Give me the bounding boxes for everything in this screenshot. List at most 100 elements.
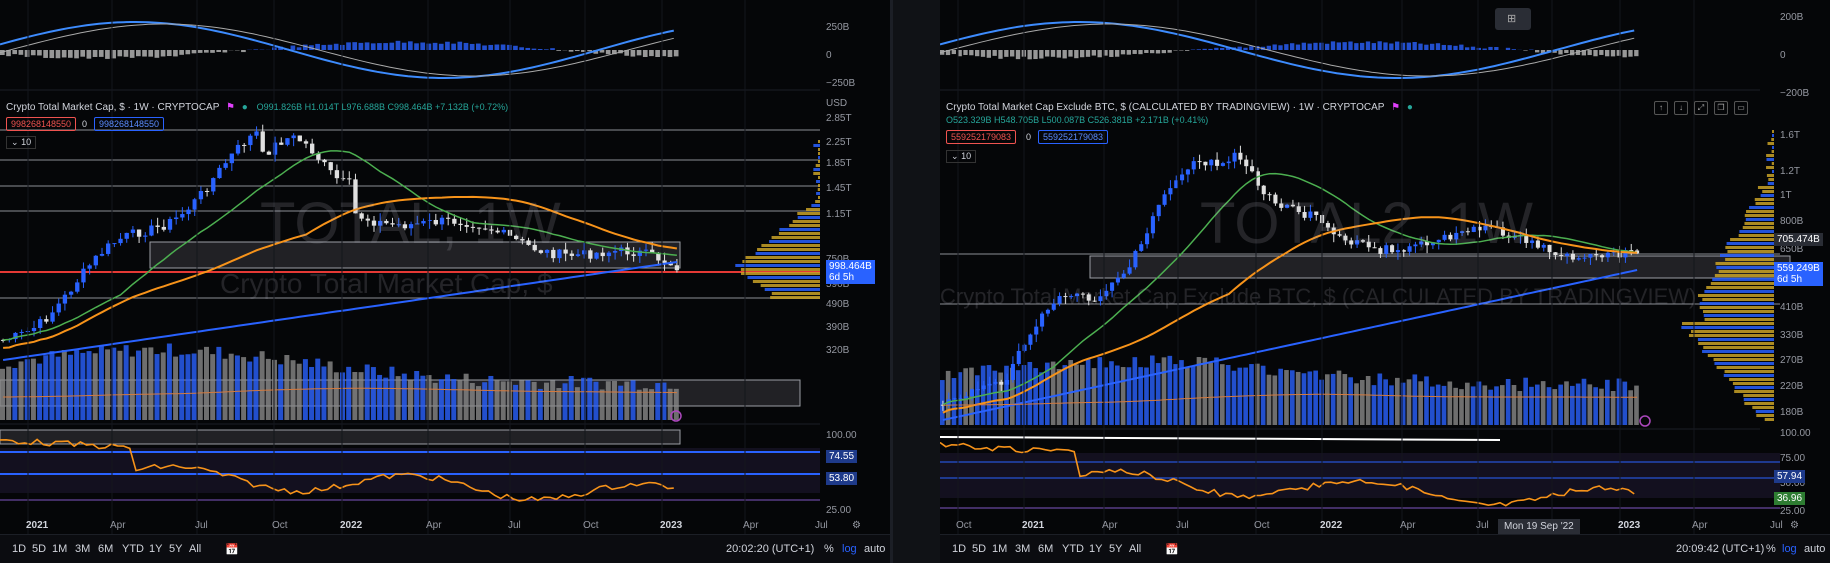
- restore-icon[interactable]: ❐: [1714, 101, 1728, 115]
- macd-histogram-bar: [1062, 50, 1067, 59]
- range-5y-button[interactable]: 5Y: [169, 543, 183, 555]
- indicators-toggle[interactable]: ⌄ 10: [946, 150, 977, 163]
- candle-body: [452, 218, 457, 224]
- maximize-icon[interactable]: ⤢: [1694, 101, 1708, 115]
- volume-bar: [1190, 365, 1196, 425]
- range-1m-button[interactable]: 1M: [992, 543, 1008, 555]
- volume-bar: [587, 377, 593, 420]
- volume-bar: [1109, 361, 1114, 425]
- pane-divider[interactable]: [890, 0, 940, 563]
- flag-icon[interactable]: ⚑: [1391, 102, 1401, 113]
- macd-histogram-bar: [1593, 50, 1598, 57]
- chevron-down-icon: ⌄: [11, 137, 19, 147]
- volume-bar: [389, 366, 395, 420]
- candle-body: [1174, 180, 1179, 189]
- log-toggle[interactable]: log: [1782, 543, 1797, 555]
- candle-body: [1232, 152, 1237, 162]
- arrow-up-icon[interactable]: ↑: [1654, 101, 1668, 115]
- percent-toggle[interactable]: %: [824, 543, 834, 555]
- range-ytd-button[interactable]: YTD: [1062, 543, 1084, 555]
- range-1d-button[interactable]: 1D: [952, 543, 967, 555]
- macd-histogram-bar: [1558, 50, 1563, 55]
- range-6m-button[interactable]: 6M: [98, 543, 114, 555]
- volume-profile-bar: [1697, 294, 1774, 297]
- auto-toggle[interactable]: auto: [1804, 543, 1826, 555]
- volume-bar: [1214, 357, 1219, 425]
- macd-histogram-bar: [1214, 47, 1219, 50]
- macd-histogram-bar: [61, 50, 67, 58]
- volume-bar: [1097, 357, 1103, 425]
- symbol-legend[interactable]: Crypto Total Market Cap Exclude BTC, $ (…: [946, 102, 1413, 113]
- candle-body: [1413, 244, 1418, 247]
- percent-toggle[interactable]: %: [1766, 543, 1776, 555]
- candle-body: [1378, 248, 1383, 254]
- arrow-down-icon[interactable]: ↓: [1674, 101, 1688, 115]
- chart-canvas[interactable]: [0, 0, 890, 535]
- volume-profile-bar: [1767, 182, 1774, 185]
- candle-body: [272, 142, 278, 155]
- candle-body: [192, 199, 197, 210]
- volume-profile-bar: [1754, 198, 1774, 201]
- range-1d-button[interactable]: 1D: [12, 543, 27, 555]
- range-all-button[interactable]: All: [1129, 543, 1142, 555]
- volume-bar: [265, 358, 271, 420]
- currency-label[interactable]: USD: [826, 98, 848, 109]
- candle-body: [1419, 241, 1424, 245]
- settings-gear-icon[interactable]: ⚙: [1790, 520, 1799, 531]
- widget-bar[interactable]: ⊞: [1495, 8, 1531, 30]
- macd-histogram-bar: [364, 42, 370, 50]
- chart-pane-total2[interactable]: TOTAL2, 1W Crypto Total Market Cap Exclu…: [940, 0, 1830, 563]
- candle-body: [1401, 250, 1406, 252]
- volume-profile-bar: [1744, 222, 1774, 225]
- volume-bar: [1173, 364, 1178, 425]
- candle-body: [970, 389, 975, 397]
- volume-bar: [1453, 387, 1458, 425]
- macd-histogram-bar: [1097, 50, 1102, 58]
- macd-histogram-bar: [488, 44, 494, 50]
- macd-histogram-bar: [537, 48, 543, 50]
- range-3m-button[interactable]: 3M: [1015, 543, 1031, 555]
- candle-body: [186, 209, 191, 215]
- range-1m-button[interactable]: 1M: [52, 543, 68, 555]
- calendar-icon[interactable]: 📅: [225, 544, 239, 556]
- candle-body: [1547, 244, 1552, 253]
- candle-body: [143, 235, 148, 237]
- macd-histogram-bar: [1010, 50, 1015, 57]
- chart-canvas[interactable]: [940, 0, 1830, 535]
- volume-bar: [1295, 371, 1301, 425]
- settings-gear-icon[interactable]: ⚙: [852, 520, 861, 531]
- candle-body: [421, 220, 426, 224]
- candle-body: [415, 223, 420, 225]
- grid-layout-icon[interactable]: ⊞: [1507, 13, 1517, 25]
- volume-bar: [1517, 391, 1523, 425]
- range-5d-button[interactable]: 5D: [32, 543, 47, 555]
- range-5y-button[interactable]: 5Y: [1109, 543, 1123, 555]
- log-toggle[interactable]: log: [842, 543, 857, 555]
- flag-icon[interactable]: ⚑: [226, 102, 235, 113]
- macd-histogram-bar: [506, 44, 512, 50]
- window-icon[interactable]: ▭: [1734, 101, 1748, 115]
- candle-body: [1250, 166, 1255, 172]
- candle-body: [476, 227, 482, 229]
- macd-histogram-bar: [296, 47, 302, 50]
- auto-toggle[interactable]: auto: [864, 543, 886, 555]
- status-dot-icon: ●: [1406, 102, 1413, 113]
- ma-green-line: [942, 172, 1638, 406]
- range-6m-button[interactable]: 6M: [1038, 543, 1054, 555]
- indicators-toggle[interactable]: ⌄ 10: [6, 136, 37, 149]
- range-1y-button[interactable]: 1Y: [1089, 543, 1103, 555]
- range-3m-button[interactable]: 3M: [75, 543, 91, 555]
- macd-histogram-bar: [414, 43, 419, 50]
- range-all-button[interactable]: All: [189, 543, 202, 555]
- volume-profile-bar: [1725, 258, 1774, 261]
- symbol-legend[interactable]: Crypto Total Market Cap, $ · 1W · CRYPTO…: [6, 102, 508, 113]
- candle-body: [612, 251, 618, 253]
- range-box: [0, 429, 681, 445]
- range-1y-button[interactable]: 1Y: [149, 543, 163, 555]
- macd-histogram-bar: [661, 50, 667, 57]
- range-5d-button[interactable]: 5D: [972, 543, 987, 555]
- candle-body: [87, 265, 92, 269]
- range-ytd-button[interactable]: YTD: [122, 543, 144, 555]
- calendar-icon[interactable]: 📅: [1165, 544, 1179, 556]
- chart-pane-total[interactable]: TOTAL, 1W Crypto Total Market Cap, $ Cry…: [0, 0, 890, 563]
